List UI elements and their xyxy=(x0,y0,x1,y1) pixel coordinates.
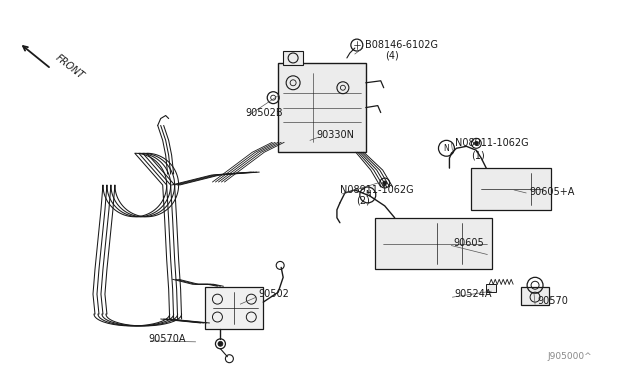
Circle shape xyxy=(474,141,478,145)
Text: N: N xyxy=(365,190,371,199)
Bar xyxy=(205,287,263,329)
Text: (4): (4) xyxy=(385,51,399,61)
Text: 90570A: 90570A xyxy=(148,334,186,344)
Text: J905000^: J905000^ xyxy=(547,352,591,361)
Bar xyxy=(278,63,366,152)
Text: 90605+A: 90605+A xyxy=(529,187,575,197)
Text: 90502: 90502 xyxy=(259,289,289,299)
Bar xyxy=(375,218,492,269)
Text: N08911-1062G: N08911-1062G xyxy=(456,138,529,148)
Text: 90330N: 90330N xyxy=(316,130,354,140)
Bar xyxy=(486,284,496,292)
Text: 90605: 90605 xyxy=(453,238,484,248)
Text: B08146-6102G: B08146-6102G xyxy=(365,40,438,50)
Text: (2): (2) xyxy=(356,196,370,206)
Circle shape xyxy=(383,181,387,185)
Text: 90502B: 90502B xyxy=(245,108,283,118)
Bar xyxy=(283,51,303,65)
Text: (1): (1) xyxy=(471,150,485,160)
Bar xyxy=(471,168,551,210)
Text: FRONT: FRONT xyxy=(53,52,86,81)
Circle shape xyxy=(218,341,223,346)
Text: N: N xyxy=(444,144,449,153)
Bar xyxy=(521,287,549,305)
Text: N08911-1062G: N08911-1062G xyxy=(340,185,413,195)
Text: 90570: 90570 xyxy=(537,296,568,306)
Text: 90524A: 90524A xyxy=(454,289,492,299)
